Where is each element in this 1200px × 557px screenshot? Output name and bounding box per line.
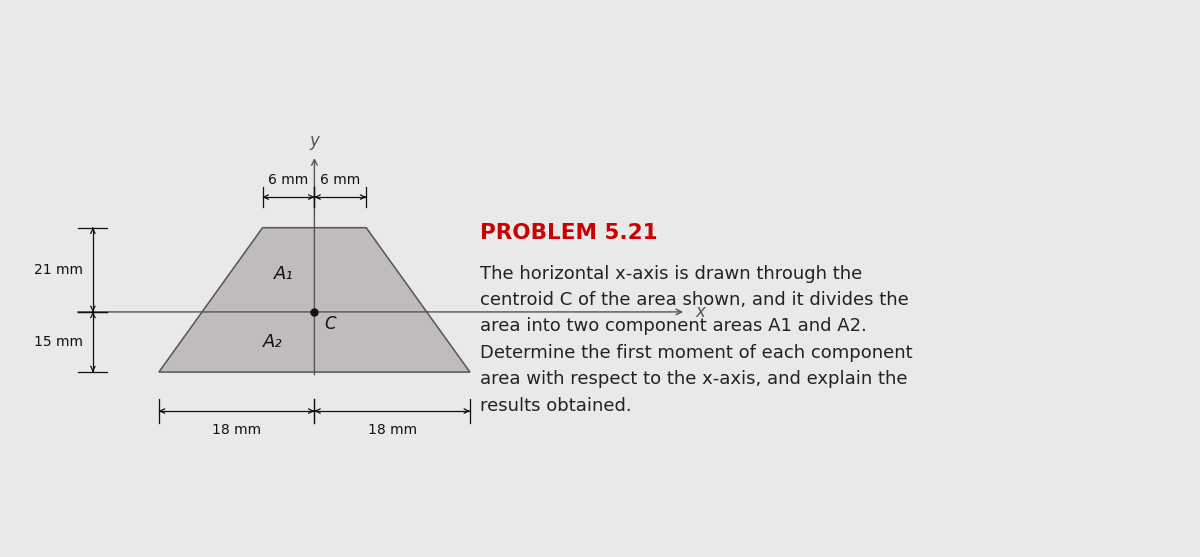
Text: The horizontal x-axis is drawn through the
centroid C of the area shown, and it : The horizontal x-axis is drawn through t… <box>480 265 913 414</box>
Text: 18 mm: 18 mm <box>367 423 416 437</box>
Text: 15 mm: 15 mm <box>35 335 83 349</box>
Text: 6 mm: 6 mm <box>269 173 308 187</box>
Text: 21 mm: 21 mm <box>35 263 83 277</box>
Text: A₂: A₂ <box>263 333 283 351</box>
Text: A₁: A₁ <box>274 265 293 283</box>
Polygon shape <box>158 228 470 372</box>
Text: 6 mm: 6 mm <box>320 173 360 187</box>
Text: C: C <box>324 315 336 333</box>
Text: 18 mm: 18 mm <box>212 423 262 437</box>
Text: x: x <box>696 303 706 321</box>
Text: y: y <box>310 131 319 150</box>
Text: PROBLEM 5.21: PROBLEM 5.21 <box>480 223 658 243</box>
